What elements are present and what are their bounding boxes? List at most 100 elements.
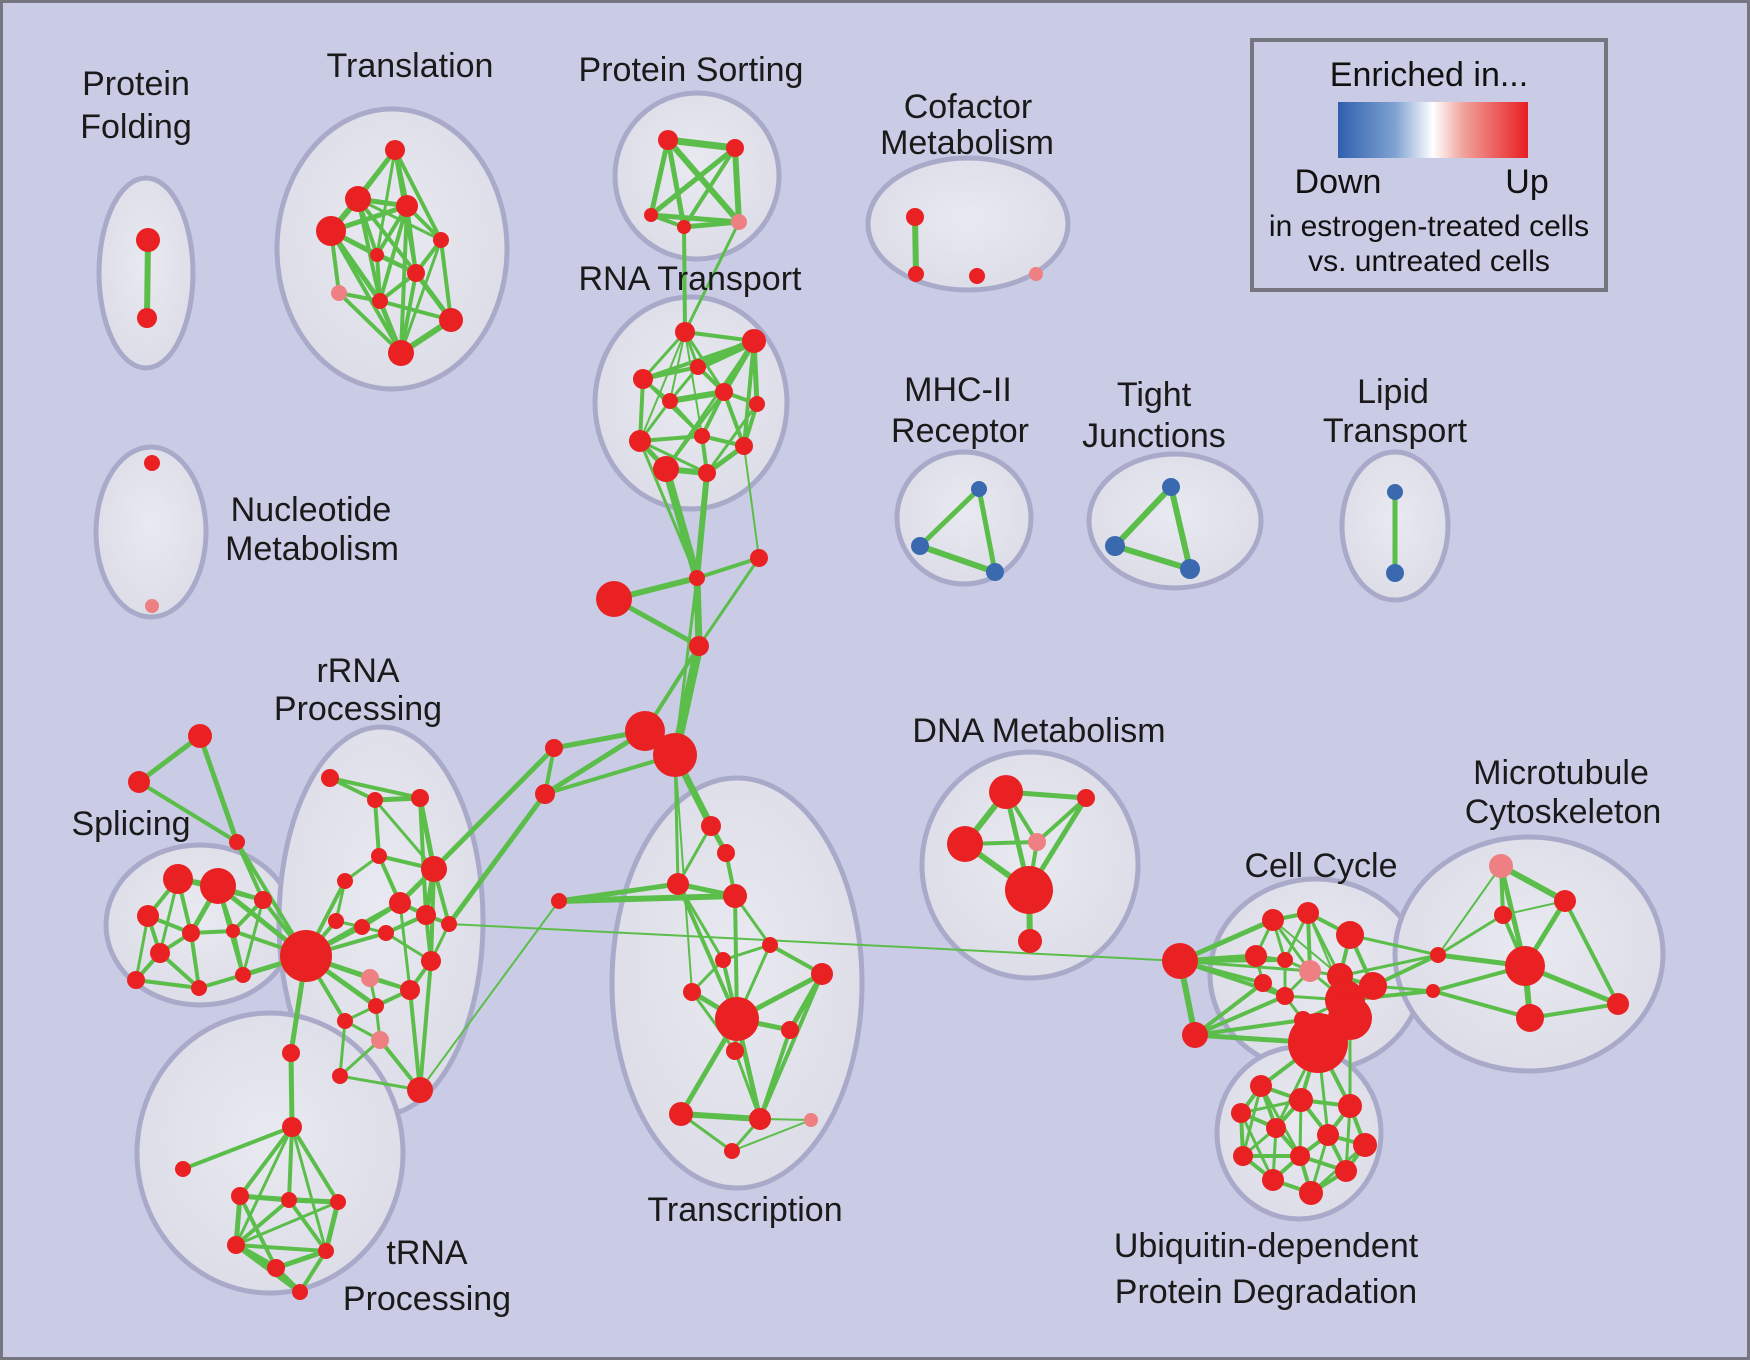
node-RR19 bbox=[332, 1068, 348, 1084]
node-UB5 bbox=[1266, 1118, 1286, 1138]
cluster-ellipse-tight-junctions bbox=[1086, 451, 1264, 591]
legend-up-label: Up bbox=[1505, 163, 1549, 201]
node-SP9 bbox=[191, 980, 207, 996]
edge-R9-R12 bbox=[639, 439, 708, 475]
edge-R10-J2 bbox=[743, 445, 760, 559]
node-R4 bbox=[633, 369, 653, 389]
node-MJ2 bbox=[1426, 984, 1440, 998]
node-TC8 bbox=[683, 983, 701, 1001]
cluster-ellipse-dna-metabolism bbox=[919, 749, 1141, 981]
edge-TC14-TC13 bbox=[731, 1119, 812, 1152]
edge-RR14-RR20 bbox=[418, 960, 433, 1091]
node-DM1 bbox=[989, 775, 1023, 809]
edge-TH-TN5 bbox=[290, 1126, 328, 1252]
edge-L1-RR6 bbox=[432, 746, 556, 871]
edge-R6-R10 bbox=[722, 391, 746, 447]
edge-M1-M2 bbox=[918, 487, 981, 548]
cluster-label-mhc-ii-receptor: MHC-II bbox=[904, 371, 1012, 409]
node-T4 bbox=[316, 216, 346, 246]
node-MT5 bbox=[1516, 1004, 1544, 1032]
cluster-label-lipid-transport: Transport bbox=[1323, 412, 1468, 450]
node-J2 bbox=[750, 549, 768, 567]
edge-UB1-UB7 bbox=[1241, 1085, 1263, 1157]
edge-RR19-RR20 bbox=[339, 1074, 421, 1092]
node-R1 bbox=[675, 322, 695, 342]
node-T9 bbox=[372, 293, 388, 309]
node-RR9 bbox=[328, 913, 344, 929]
node-CC15 bbox=[1288, 1013, 1348, 1073]
node-TH bbox=[282, 1117, 302, 1137]
node-TC11 bbox=[669, 1102, 693, 1126]
edge-L3-TC4 bbox=[558, 893, 736, 904]
cluster-label-translation: Translation bbox=[327, 47, 494, 85]
node-TN1 bbox=[231, 1187, 249, 1205]
node-R3 bbox=[690, 359, 706, 375]
node-TCH bbox=[715, 997, 759, 1041]
cluster-label-protein-sorting: Protein Sorting bbox=[579, 51, 804, 89]
node-UB6 bbox=[1317, 1124, 1339, 1146]
cluster-label-rna-transport: RNA Transport bbox=[579, 260, 803, 298]
edge-M1-M3 bbox=[976, 488, 998, 573]
node-CC11 bbox=[1276, 987, 1294, 1005]
node-RR8 bbox=[416, 905, 436, 925]
edge-TC1-TC3 bbox=[676, 825, 713, 885]
node-R9 bbox=[629, 430, 651, 452]
node-UB4 bbox=[1231, 1103, 1251, 1123]
node-NM1 bbox=[144, 455, 160, 471]
cluster-label-splicing: Splicing bbox=[71, 805, 190, 843]
node-RRX bbox=[441, 916, 457, 932]
node-SP7 bbox=[150, 943, 170, 963]
node-UB12 bbox=[1299, 1181, 1323, 1205]
edge-L2-RRX bbox=[446, 792, 548, 926]
edge-CC1-CC13 bbox=[1194, 1018, 1304, 1037]
node-RR4 bbox=[371, 848, 387, 864]
node-TN5 bbox=[318, 1243, 334, 1259]
node-MTC bbox=[1505, 946, 1545, 986]
node-T3 bbox=[396, 195, 418, 217]
cluster-label-ubiquitin-degradation: Protein Degradation bbox=[1115, 1273, 1417, 1311]
edge-T5-T11 bbox=[399, 239, 443, 354]
edge-R7-R12 bbox=[705, 403, 759, 474]
node-R8 bbox=[694, 428, 710, 444]
node-PS5 bbox=[731, 214, 747, 230]
cluster-label-cofactor-metabolism: Metabolism bbox=[880, 124, 1054, 162]
node-RR17 bbox=[337, 1013, 353, 1029]
node-TRI2 bbox=[128, 771, 150, 793]
edge-CC4-MJ1 bbox=[1349, 933, 1439, 957]
edge-TN3-TN5 bbox=[323, 1201, 341, 1252]
edge-CC0-CC7 bbox=[1179, 959, 1311, 973]
node-TRI1 bbox=[188, 724, 212, 748]
edge-R9-J1 bbox=[638, 440, 699, 579]
node-RR6 bbox=[421, 856, 447, 882]
node-TC1 bbox=[701, 816, 721, 836]
node-CC6 bbox=[1277, 952, 1293, 968]
node-T7 bbox=[407, 264, 425, 282]
edge-RR3-RR8 bbox=[418, 797, 428, 916]
node-TC13 bbox=[804, 1113, 818, 1127]
node-PF1 bbox=[136, 228, 160, 252]
node-PS2 bbox=[726, 139, 744, 157]
node-TC9 bbox=[781, 1021, 799, 1039]
node-R12 bbox=[698, 464, 716, 482]
node-TJ3 bbox=[1180, 559, 1200, 579]
cluster-label-nucleotide-metabolism: Nucleotide bbox=[231, 491, 392, 529]
edge-T9-T10 bbox=[379, 299, 452, 322]
edge-PS1-PS4 bbox=[665, 139, 687, 228]
node-PS3 bbox=[644, 208, 658, 222]
node-L1 bbox=[545, 739, 563, 757]
node-TN6 bbox=[267, 1259, 285, 1277]
cluster-label-transcription: Transcription bbox=[647, 1191, 842, 1229]
node-SP3 bbox=[137, 905, 159, 927]
node-TN2 bbox=[281, 1192, 297, 1208]
node-CC4 bbox=[1336, 921, 1364, 949]
edge-R11-J1 bbox=[662, 467, 701, 580]
edge-TN1-TN6 bbox=[238, 1195, 278, 1269]
node-J1 bbox=[689, 570, 705, 586]
edge-T8-T11 bbox=[337, 291, 403, 355]
node-TN0 bbox=[175, 1161, 191, 1177]
edge-SP8-SP9 bbox=[135, 978, 200, 990]
edge-R2-R10 bbox=[742, 340, 756, 447]
node-SP1 bbox=[163, 864, 193, 894]
edge-TJ1-TJ2 bbox=[1112, 484, 1174, 549]
edge-TN2-TN3 bbox=[288, 1197, 339, 1205]
